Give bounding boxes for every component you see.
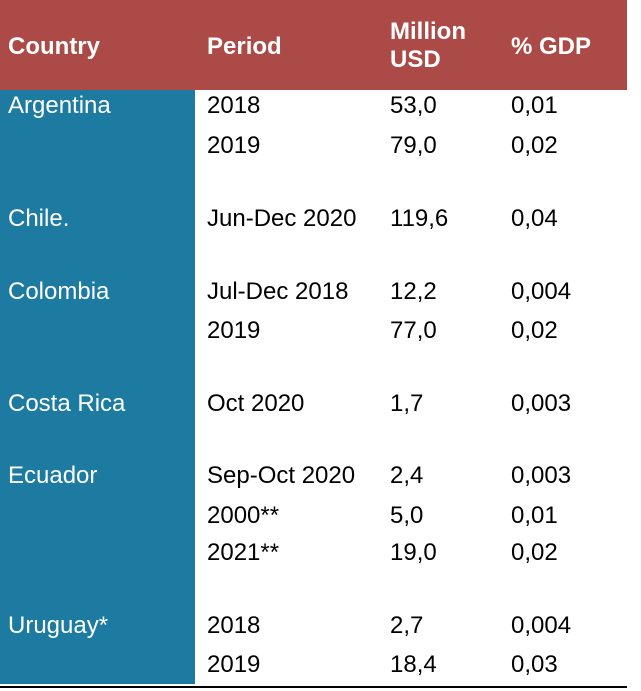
header-country: Country [8, 33, 100, 60]
gdp-cell: 0,02 [511, 317, 558, 344]
country-cell: Uruguay* [8, 612, 109, 639]
country-cell: Costa Rica [8, 390, 126, 417]
usd-cell: 119,6 [390, 205, 449, 232]
gdp-cell: 0,02 [511, 539, 558, 566]
country-cell: Chile. [8, 205, 70, 232]
period-cell: 2018 [207, 92, 261, 119]
gdp-cell: 0,003 [511, 462, 572, 489]
country-cell: Ecuador [8, 462, 98, 489]
period-cell: Jul-Dec 2018 [207, 278, 349, 305]
header-period: Period [207, 33, 282, 60]
country-cell: Argentina [8, 92, 111, 119]
period-cell: 2021** [207, 539, 280, 566]
period-cell: 2019 [207, 132, 261, 159]
gdp-cell: 0,02 [511, 132, 558, 159]
gdp-cell: 0,01 [511, 92, 558, 119]
period-cell: 2018 [207, 612, 261, 639]
gdp-cell: 0,01 [511, 502, 558, 529]
period-cell: 2019 [207, 317, 261, 344]
header-pct-gdp: % GDP [511, 33, 592, 60]
usd-cell: 2,4 [390, 462, 424, 489]
usd-cell: 79,0 [390, 132, 437, 159]
period-cell: Sep-Oct 2020 [207, 462, 356, 489]
data-table: Country Period Million USD % GDP Argenti… [0, 0, 627, 688]
usd-cell: 53,0 [390, 92, 437, 119]
period-cell: 2000** [207, 502, 280, 529]
gdp-cell: 0,004 [511, 612, 572, 639]
header-million-usd: Million USD [390, 18, 466, 73]
usd-cell: 1,7 [390, 390, 424, 417]
usd-cell: 5,0 [390, 502, 424, 529]
country-column [0, 90, 195, 684]
gdp-cell: 0,04 [511, 205, 558, 232]
usd-cell: 19,0 [390, 539, 437, 566]
usd-cell: 2,7 [390, 612, 424, 639]
usd-cell: 18,4 [390, 651, 437, 678]
period-cell: 2019 [207, 651, 261, 678]
period-cell: Oct 2020 [207, 390, 305, 417]
gdp-cell: 0,004 [511, 278, 572, 305]
usd-cell: 12,2 [390, 278, 437, 305]
table-header: Country Period Million USD % GDP [0, 0, 627, 90]
gdp-cell: 0,003 [511, 390, 572, 417]
gdp-cell: 0,03 [511, 651, 558, 678]
country-cell: Colombia [8, 278, 110, 305]
period-cell: Jun-Dec 2020 [207, 205, 357, 232]
usd-cell: 77,0 [390, 317, 437, 344]
